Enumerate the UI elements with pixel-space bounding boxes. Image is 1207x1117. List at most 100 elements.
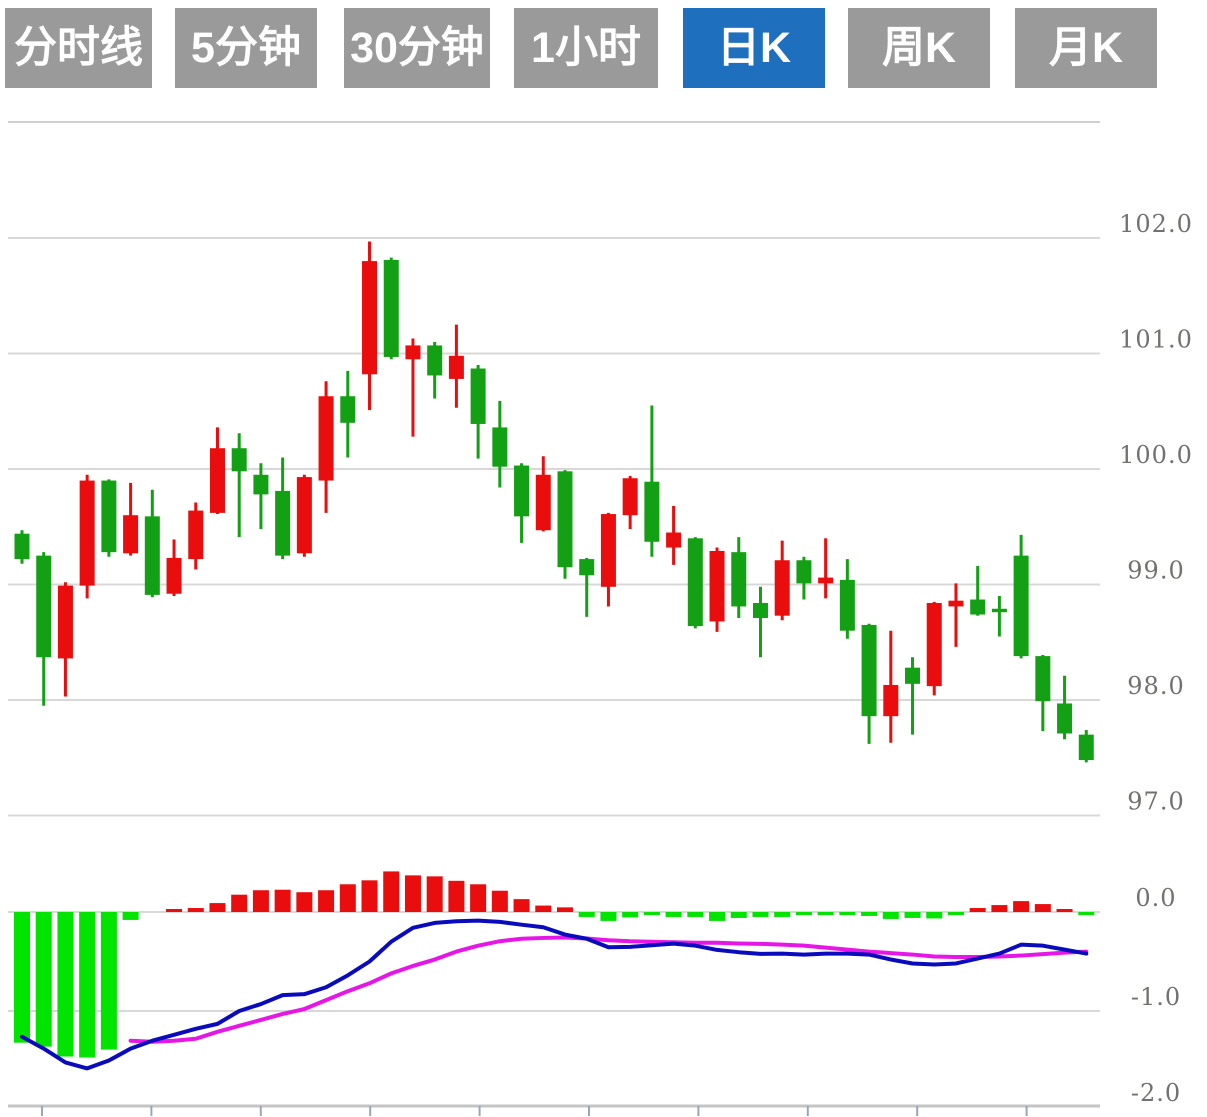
candle-body (535, 474, 551, 531)
candle-body (970, 599, 986, 615)
macd-histogram-bar (79, 912, 96, 1058)
tab-weekly-k[interactable]: 周K (848, 8, 990, 88)
macd-histogram-bar (774, 912, 791, 917)
candle-body (14, 533, 30, 560)
candle-body (579, 559, 595, 576)
main-price-panel: 102.0 101.0 100.0 99.0 98.0 97.0 (8, 121, 1193, 817)
candle-body (209, 448, 225, 513)
candle-body (666, 532, 682, 548)
candle-body (1013, 555, 1029, 657)
macd-histogram-bar (361, 880, 378, 912)
macd-axis-label: 0.0 (1135, 884, 1176, 912)
candle-body (839, 579, 855, 631)
tab-30min[interactable]: 30分钟 (344, 8, 490, 88)
candle-body (926, 602, 942, 687)
candle-body (644, 481, 660, 542)
macd-histogram-bar (947, 912, 964, 915)
macd-histogram-bar (730, 912, 747, 918)
macd-histogram-bar (709, 912, 726, 921)
macd-histogram-bar (296, 892, 313, 912)
macd-histogram-bar (991, 905, 1008, 912)
tab-daily-k[interactable]: 日K (683, 8, 825, 88)
candle-body (905, 667, 921, 684)
macd-histogram-bar (535, 905, 552, 912)
candle-body (362, 261, 378, 375)
macd-histogram-bar (491, 890, 508, 912)
macd-histogram-bar (166, 909, 183, 912)
macd-histogram-bar (665, 912, 682, 917)
candle-body (492, 427, 508, 467)
candle-body (948, 600, 964, 607)
candle-body (709, 551, 725, 622)
tab-minute-line[interactable]: 分时线 (5, 8, 152, 88)
candle-body (275, 490, 291, 556)
candle-body (1035, 656, 1051, 702)
timeframe-toolbar: 分时线 5分钟 30分钟 1小时 日K 周K 月K (0, 0, 1207, 96)
candle-body (123, 515, 139, 554)
candle-body (188, 510, 204, 560)
macd-histogram-bar (687, 912, 704, 917)
macd-histogram-bar (383, 871, 400, 912)
candle-body (427, 345, 443, 376)
price-axis-label: 100.0 (1119, 441, 1193, 469)
macd-histogram-bar (752, 912, 769, 917)
candle-body (796, 560, 812, 584)
macd-histogram-bar (122, 912, 139, 920)
macd-histogram-bar (14, 912, 30, 1043)
candle-body (991, 608, 1007, 613)
candle-body (1078, 734, 1094, 761)
candle-body (514, 465, 530, 517)
dif-line (20, 918, 1089, 1071)
macd-axis-label: -1.0 (1131, 983, 1181, 1011)
candle-body (1057, 703, 1073, 734)
tab-5min[interactable]: 5分钟 (175, 8, 317, 88)
macd-histogram-bar (861, 912, 878, 916)
candle-body (383, 259, 399, 357)
candle-body (36, 555, 52, 658)
macd-histogram-bar (557, 907, 573, 912)
macd-histogram-bar (57, 912, 74, 1057)
macd-histogram-bar (578, 912, 595, 917)
macd-panel: 0.0 -1.0 -2.0 (8, 871, 1181, 1116)
macd-histogram-bar (643, 912, 660, 915)
candle-body (774, 560, 790, 616)
macd-histogram-bar (1056, 909, 1073, 912)
macd-histogram-bar (795, 912, 812, 915)
macd-histogram-bar (904, 912, 921, 918)
macd-histogram-bar (187, 908, 204, 912)
candle-body (861, 624, 877, 717)
macd-histogram-bar (470, 884, 487, 912)
candle-body (448, 355, 464, 379)
candle-body (883, 684, 899, 717)
macd-histogram-bar (839, 912, 856, 915)
macd-histogram-bar (274, 889, 291, 912)
tab-1hour[interactable]: 1小时 (514, 8, 658, 88)
macd-histogram-bar (882, 912, 899, 919)
macd-histogram-bar (426, 876, 443, 912)
macd-histogram-bar (231, 894, 248, 912)
macd-histogram-bar (926, 912, 943, 919)
macd-histogram-bar (209, 903, 226, 912)
candle-body (687, 538, 703, 627)
macd-axis-label: -2.0 (1131, 1079, 1181, 1107)
candle-body (622, 478, 638, 516)
macd-histogram-bar (448, 880, 465, 912)
macd-histogram-bar (339, 884, 356, 912)
macd-histogram-bar (817, 912, 834, 915)
candle-body (470, 368, 486, 424)
candle-body (752, 602, 768, 618)
candle-body (57, 585, 73, 659)
candle-body (405, 345, 421, 360)
price-axis-label: 97.0 (1127, 788, 1184, 816)
candle-body (166, 557, 182, 594)
candle-body (231, 448, 247, 472)
macd-histogram-bar (600, 912, 617, 921)
macd-histogram-bar (404, 875, 421, 912)
candle-body (101, 480, 117, 553)
price-axis-label: 101.0 (1119, 326, 1193, 354)
tab-monthly-k[interactable]: 月K (1015, 8, 1157, 88)
candle-body (79, 480, 95, 586)
macd-histogram-bar (252, 890, 269, 912)
